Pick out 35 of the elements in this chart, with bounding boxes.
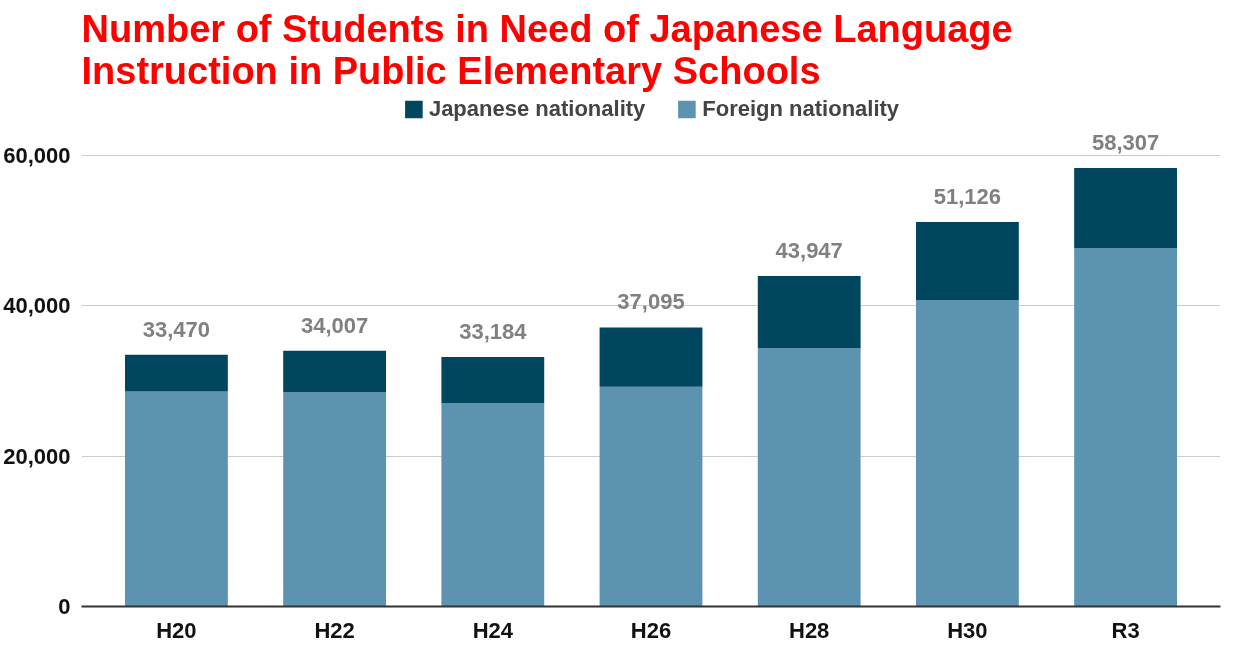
total-label: 58,307 [1091, 129, 1160, 155]
total-label: 37,095 [617, 289, 685, 315]
bar [915, 299, 1019, 607]
bar [125, 354, 228, 392]
bar [757, 348, 861, 607]
x-tick-label: H28 [789, 617, 830, 643]
bar [1074, 167, 1177, 249]
bar [441, 356, 545, 404]
y-tick-label: 0 [58, 594, 71, 619]
total-label: 51,126 [933, 183, 1002, 209]
legend-label: Foreign nationality [702, 96, 900, 122]
bar [599, 386, 703, 607]
bar [915, 221, 1019, 300]
total-label: 33,470 [142, 316, 211, 342]
total-label: 34,007 [300, 312, 369, 338]
x-tick-label: H26 [630, 617, 672, 643]
x-tick-label: H30 [947, 617, 988, 643]
bar [757, 275, 861, 349]
x-tick-label: H22 [314, 617, 355, 643]
legend-label: Japanese nationality [428, 96, 646, 122]
bar [283, 350, 387, 393]
bar [1074, 248, 1177, 607]
x-tick-label: H20 [156, 617, 197, 643]
x-tick-label: H24 [472, 617, 514, 643]
bar [441, 403, 545, 607]
y-tick-label: 60,000 [3, 142, 71, 168]
chart-title: Number of Students in Need of Japanese Language Instruction in Public Elementary Schools [81, 7, 1013, 92]
y-tick-label: 40,000 [3, 293, 71, 319]
x-tick-label: R3 [1111, 617, 1140, 643]
total-label: 33,184 [459, 318, 528, 344]
bar [283, 392, 387, 607]
total-label: 43,947 [775, 237, 843, 263]
bar [599, 327, 703, 387]
bar [125, 391, 228, 607]
y-tick-label: 20,000 [3, 443, 71, 469]
